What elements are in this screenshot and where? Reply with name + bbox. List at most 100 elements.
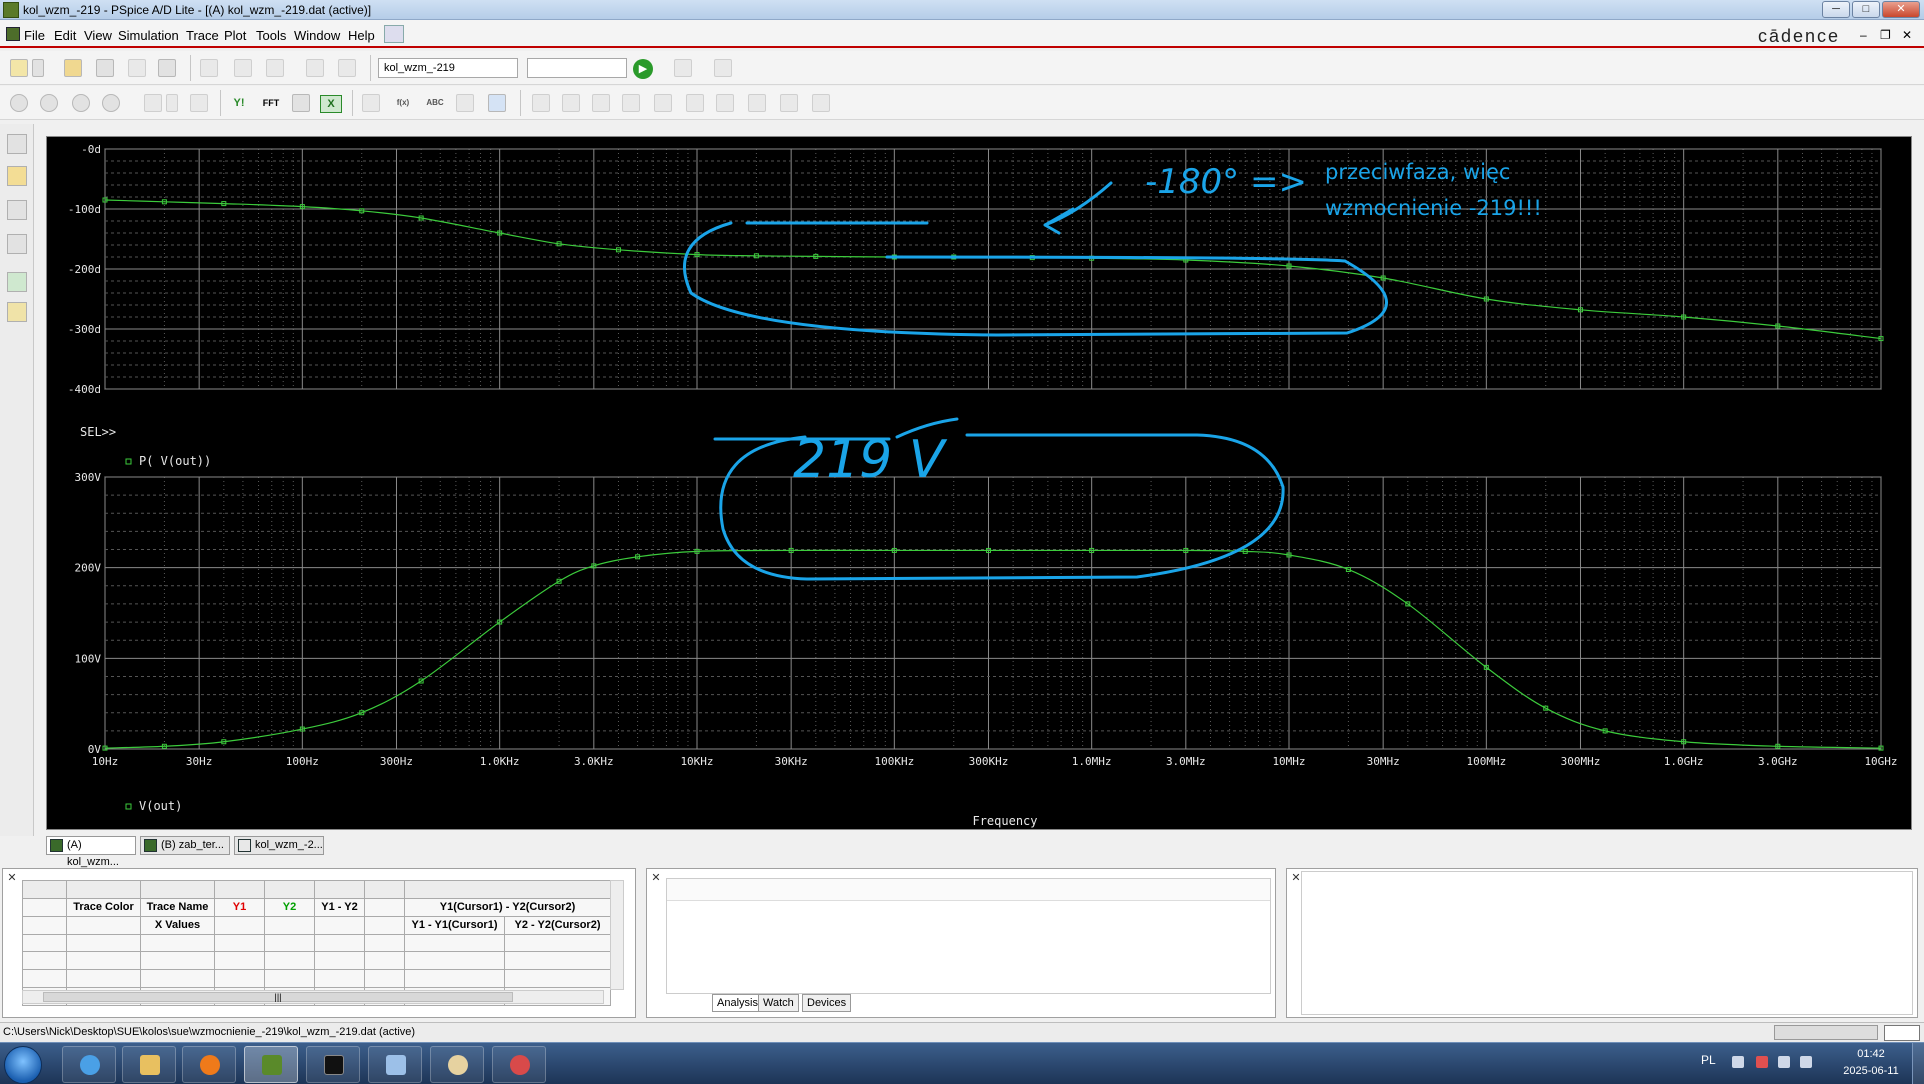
add-trace-icon[interactable] — [362, 94, 380, 112]
tray-expand-icon[interactable] — [1732, 1056, 1744, 1068]
tab-kol-wzm-a[interactable]: (A) kol_wzm... — [46, 836, 136, 868]
mark-label-icon[interactable] — [812, 94, 830, 112]
zoom-area-icon[interactable] — [72, 94, 90, 112]
input-language[interactable]: PL — [1701, 1053, 1716, 1067]
performance-analysis-icon[interactable] — [292, 94, 310, 112]
cut-icon[interactable] — [200, 59, 218, 77]
zoom-in-icon[interactable] — [10, 94, 28, 112]
cascade-windows-icon[interactable] — [384, 25, 404, 43]
cursor-point-icon[interactable] — [686, 94, 704, 112]
pspice-app-icon[interactable] — [3, 2, 19, 18]
cursor-trough-icon[interactable] — [562, 94, 580, 112]
minimize-button[interactable]: ─ — [1822, 1, 1850, 18]
toggle-cursor-icon[interactable]: X — [320, 95, 342, 113]
zoom-out-icon[interactable] — [40, 94, 58, 112]
cursor-prev-transition-icon[interactable] — [780, 94, 798, 112]
close-icon[interactable]: ✕ — [7, 872, 17, 884]
run-to-time-icon[interactable] — [7, 272, 27, 292]
log-axis-icon[interactable] — [144, 94, 162, 112]
new-dropdown-icon[interactable] — [32, 59, 44, 77]
menu-trace[interactable]: Trace — [186, 28, 219, 43]
view-output-icon[interactable] — [7, 200, 27, 220]
taskbar-explorer[interactable] — [122, 1046, 176, 1083]
show-desktop-button[interactable] — [1912, 1043, 1924, 1084]
tab-devices[interactable]: Devices — [802, 994, 852, 1012]
probe-plot-svg[interactable]: -0d -100d -200d -300d -400d 300V 200V 100V 0V10H… — [47, 137, 1913, 831]
close-icon[interactable]: ✕ — [1291, 872, 1301, 884]
close-button[interactable]: ✕ — [1882, 1, 1920, 18]
volume-icon[interactable] — [1800, 1056, 1812, 1068]
scroll-thumb[interactable]: ||| — [43, 992, 513, 1002]
edit-profile-icon[interactable] — [7, 166, 27, 186]
paste-icon[interactable] — [266, 59, 284, 77]
mdi-minimize-button[interactable]: – — [1860, 28, 1867, 42]
document-icon[interactable] — [6, 27, 20, 41]
phase-legend[interactable]: P( V(out)) — [139, 454, 211, 468]
menu-tools[interactable]: Tools — [256, 28, 287, 43]
maximize-button[interactable]: □ — [1852, 1, 1880, 18]
tab-zab-ter-b[interactable]: (B) zab_ter... — [140, 836, 230, 855]
taskbar-cmd[interactable] — [306, 1046, 360, 1083]
menu-simulation[interactable]: Simulation — [118, 28, 179, 43]
action-center-icon[interactable] — [1756, 1056, 1768, 1068]
taskbar-window[interactable] — [368, 1046, 422, 1083]
label-text-icon[interactable]: ABC — [426, 98, 444, 107]
select-cursor-icon[interactable] — [488, 94, 506, 112]
mdi-close-button[interactable]: ✕ — [1902, 28, 1913, 42]
plot-window-icon[interactable] — [7, 234, 27, 254]
taskbar-ie[interactable] — [62, 1046, 116, 1083]
add-y-axis-icon[interactable]: Y! — [233, 97, 245, 109]
clock-date[interactable]: 2025-06-11 — [1843, 1065, 1899, 1077]
axis-dropdown-icon[interactable] — [166, 94, 178, 112]
eval-goal-function-icon[interactable]: f(x) — [396, 98, 410, 107]
save-icon[interactable] — [128, 59, 146, 77]
menu-view[interactable]: View — [84, 28, 112, 43]
mdi-restore-button[interactable]: ❐ — [1880, 28, 1891, 42]
menu-window[interactable]: Window — [294, 28, 341, 43]
close-icon[interactable]: ✕ — [651, 872, 661, 884]
redo-icon[interactable] — [338, 59, 356, 77]
taskbar-pspice[interactable] — [244, 1046, 298, 1083]
cursor-next-transition-icon[interactable] — [748, 94, 766, 112]
start-button-icon[interactable] — [4, 1046, 42, 1084]
probe-plot-window[interactable]: -0d -100d -200d -300d -400d 300V 200V 100V 0V 10H… — [46, 136, 1912, 830]
menu-plot[interactable]: Plot — [224, 28, 247, 43]
zoom-fit-icon[interactable] — [102, 94, 120, 112]
pause-icon[interactable] — [714, 59, 732, 77]
magnitude-legend[interactable]: V(out) — [139, 799, 182, 813]
measurement-icon[interactable] — [7, 302, 27, 322]
undo-icon[interactable] — [306, 59, 324, 77]
cursor-search-icon[interactable] — [716, 94, 734, 112]
tab-kol-wzm-output[interactable]: kol_wzm_-2... — [234, 836, 324, 855]
view-simulation-icon[interactable] — [674, 59, 692, 77]
menu-edit[interactable]: Edit — [54, 28, 77, 43]
print-icon[interactable] — [158, 59, 176, 77]
menu-file[interactable]: File — [24, 28, 45, 43]
open-folder-icon[interactable] — [64, 59, 82, 77]
new-file-icon[interactable] — [10, 59, 28, 77]
clock-time[interactable]: 01:42 — [1857, 1048, 1885, 1060]
network-icon[interactable] — [1778, 1056, 1790, 1068]
taskbar-paint[interactable] — [430, 1046, 484, 1083]
tab-watch[interactable]: Watch — [758, 994, 799, 1012]
cursor-peak-icon[interactable] — [532, 94, 550, 112]
taskbar-media-player[interactable] — [182, 1046, 236, 1083]
simulation-profile-select[interactable]: kol_wzm_-219 — [378, 58, 518, 78]
axis-settings-icon[interactable] — [190, 94, 208, 112]
menu-help[interactable]: Help — [348, 28, 375, 43]
probe-table-vscrollbar[interactable] — [610, 880, 624, 990]
copy-icon[interactable] — [234, 59, 252, 77]
probe-table-hscrollbar[interactable]: ||| — [22, 990, 604, 1004]
cursor-slope-icon[interactable] — [592, 94, 610, 112]
taskbar-snipping[interactable] — [492, 1046, 546, 1083]
secondary-select[interactable] — [527, 58, 627, 78]
tab-analysis[interactable]: Analysis — [712, 994, 763, 1012]
simulation-settings-icon[interactable] — [7, 134, 27, 154]
cursor-min-icon[interactable] — [622, 94, 640, 112]
fft-icon[interactable]: FFT — [262, 98, 280, 108]
cursor-max-icon[interactable] — [654, 94, 672, 112]
run-simulation-icon[interactable]: ▶ — [633, 59, 653, 79]
mark-data-points-icon[interactable] — [456, 94, 474, 112]
open-profile-icon[interactable] — [96, 59, 114, 77]
message-area[interactable] — [1301, 871, 1913, 1015]
